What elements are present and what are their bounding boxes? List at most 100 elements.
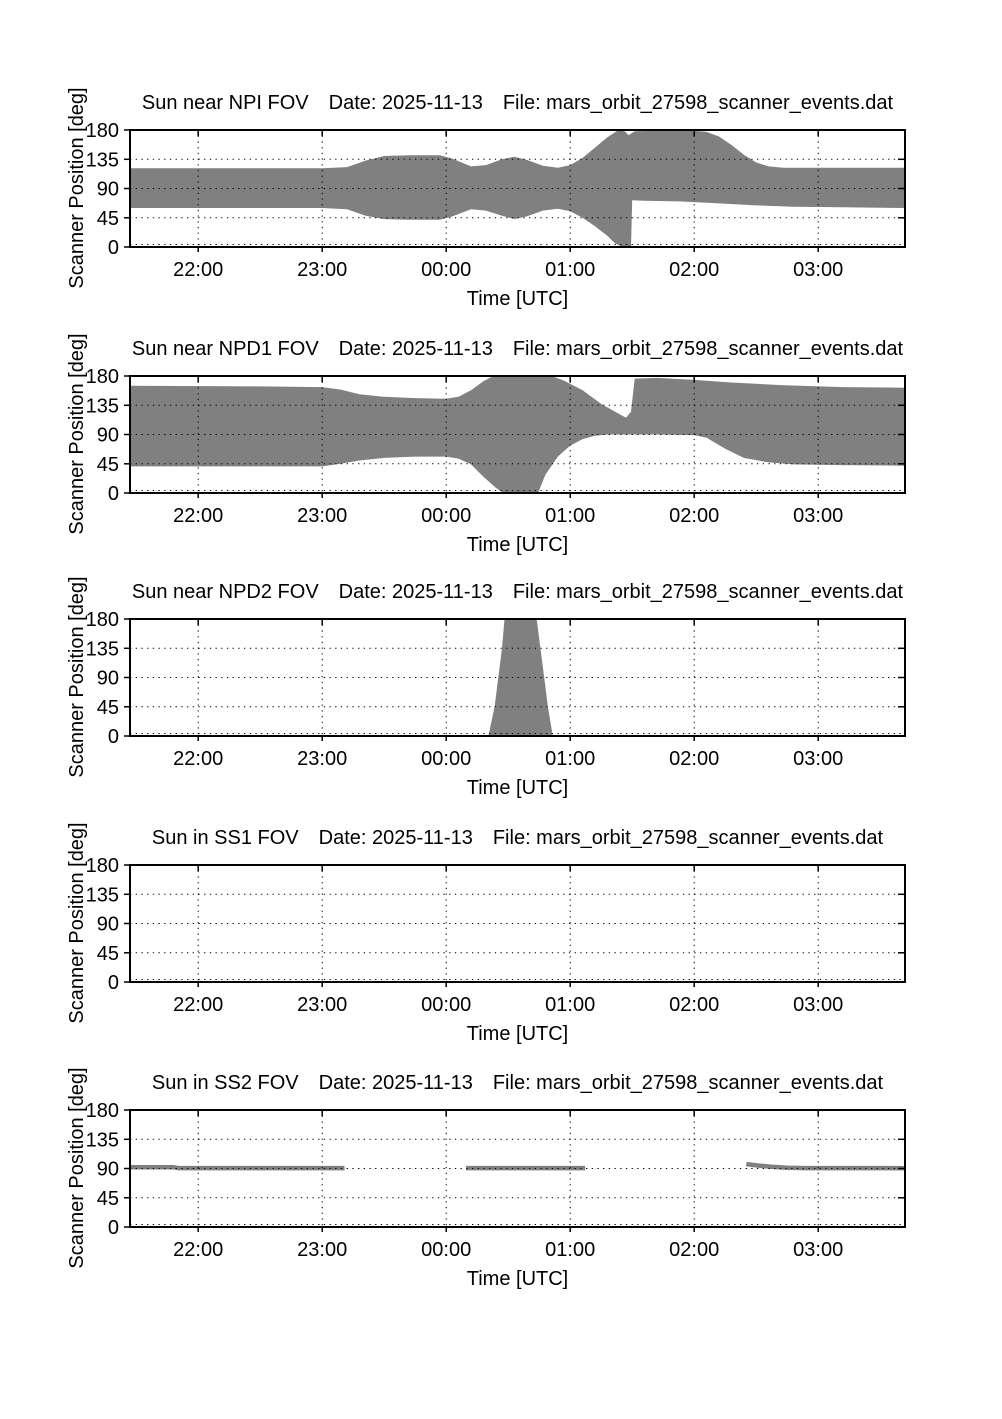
- y-tick-label: 0: [108, 483, 119, 505]
- x-tick-label: 03:00: [793, 1239, 843, 1261]
- y-tick-label: 180: [86, 120, 119, 142]
- plot-sun-in-ss1-fov: 0 45 90 135 180 22:00 23:00 00:00 01:00 02:00 03:0…: [66, 822, 906, 1045]
- y-tick-label: 135: [86, 884, 119, 906]
- y-axis-label: Scanner Position [deg]: [66, 87, 88, 288]
- gridlines: [130, 619, 905, 736]
- x-tick-label: 02:00: [669, 1239, 719, 1261]
- axis-ticks: [124, 864, 905, 987]
- x-tick-label: 23:00: [297, 994, 347, 1016]
- x-tick-label: 02:00: [669, 748, 719, 770]
- plot-sun-near-npd2-fov: 0 45 90 135 180 22:00 23:00 00:00 01:00 02:00 03:0…: [66, 576, 906, 799]
- plot-sun-near-npi-fov: 0 45 90 135 180 22:00 23:00 00:00 01:00 02:00 03:0…: [66, 87, 906, 310]
- y-tick-label: 135: [86, 149, 119, 171]
- y-tick-label: 0: [108, 1217, 119, 1239]
- plot-title-file: File: mars_orbit_27598_scanner_events.da…: [493, 827, 884, 849]
- plot-title-file: File: mars_orbit_27598_scanner_events.da…: [503, 92, 894, 114]
- plot-border: [129, 1109, 906, 1228]
- y-tick-label: 135: [86, 395, 119, 417]
- plot-title: Sun near NPD2 FOV Date: 2025-11-13 File: m…: [132, 581, 904, 603]
- plot-sun-in-ss2-fov: 0 45 90 135 180 22:00 23:00 00:00 01:00 02:00 03:0…: [66, 1067, 906, 1290]
- plot-title-date: Date: 2025-11-13: [339, 338, 493, 360]
- x-tick-label: 22:00: [173, 994, 223, 1016]
- x-tick-label: 02:00: [669, 505, 719, 527]
- x-tick-label: 22:00: [173, 505, 223, 527]
- gridlines: [130, 865, 905, 982]
- plot-title-fov: Sun near NPD2 FOV: [132, 581, 319, 603]
- x-tick-label: 02:00: [669, 994, 719, 1016]
- y-axis-label: Scanner Position [deg]: [66, 822, 88, 1023]
- x-tick-label: 03:00: [793, 259, 843, 281]
- x-axis-label: Time [UTC]: [467, 288, 568, 310]
- x-tick-label: 01:00: [545, 994, 595, 1016]
- scanner-position-trace: [746, 1161, 906, 1171]
- y-tick-label: 135: [86, 638, 119, 660]
- sun-fov-region: [130, 130, 905, 247]
- y-axis-label: Scanner Position [deg]: [66, 333, 88, 534]
- plot-title-file: File: mars_orbit_27598_scanner_events.da…: [513, 581, 904, 603]
- plot-title: Sun near NPD1 FOV Date: 2025-11-13 File: m…: [132, 338, 904, 360]
- x-tick-label: 01:00: [545, 259, 595, 281]
- plot-title-file: File: mars_orbit_27598_scanner_events.da…: [513, 338, 904, 360]
- plot-border: [129, 375, 906, 494]
- y-tick-label: 180: [86, 366, 119, 388]
- y-tick-label: 45: [97, 697, 119, 719]
- y-tick-label: 90: [97, 425, 119, 447]
- x-tick-label: 23:00: [297, 505, 347, 527]
- y-tick-label: 45: [97, 208, 119, 230]
- scanner-position-trace: [130, 1165, 345, 1171]
- x-tick-label: 00:00: [421, 505, 471, 527]
- plot-title: Sun near NPI FOV Date: 2025-11-13 File: ma…: [142, 92, 894, 114]
- x-tick-label: 22:00: [173, 259, 223, 281]
- x-axis-label: Time [UTC]: [467, 1023, 568, 1045]
- x-tick-label: 22:00: [173, 1239, 223, 1261]
- plot-sun-near-npd1-fov: 0 45 90 135 180 22:00 23:00 00:00 01:00 02:00 03:0…: [66, 333, 906, 556]
- y-tick-label: 45: [97, 454, 119, 476]
- y-tick-label: 90: [97, 1159, 119, 1181]
- sun-fov-region: [488, 619, 553, 736]
- x-axis-label: Time [UTC]: [467, 534, 568, 556]
- y-tick-label: 0: [108, 726, 119, 748]
- plot-title-date: Date: 2025-11-13: [339, 581, 493, 603]
- x-tick-label: 23:00: [297, 259, 347, 281]
- y-tick-label: 180: [86, 609, 119, 631]
- plot-title-fov: Sun in SS2 FOV: [152, 1072, 299, 1094]
- plot-title-date: Date: 2025-11-13: [319, 827, 473, 849]
- plot-title-fov: Sun near NPD1 FOV: [132, 338, 319, 360]
- x-tick-label: 02:00: [669, 259, 719, 281]
- x-axis-label: Time [UTC]: [467, 1268, 568, 1290]
- x-tick-label: 23:00: [297, 748, 347, 770]
- x-tick-label: 00:00: [421, 259, 471, 281]
- plot-title: Sun in SS2 FOV Date: 2025-11-13 File: mars…: [152, 1072, 884, 1094]
- x-tick-label: 23:00: [297, 1239, 347, 1261]
- y-tick-label: 45: [97, 943, 119, 965]
- y-tick-label: 45: [97, 1188, 119, 1210]
- x-tick-label: 01:00: [545, 505, 595, 527]
- x-tick-label: 03:00: [793, 748, 843, 770]
- y-tick-label: 180: [86, 855, 119, 877]
- y-tick-label: 90: [97, 179, 119, 201]
- x-tick-label: 01:00: [545, 748, 595, 770]
- plot-title-file: File: mars_orbit_27598_scanner_events.da…: [493, 1072, 884, 1094]
- plot-title-date: Date: 2025-11-13: [329, 92, 483, 114]
- y-tick-label: 0: [108, 237, 119, 259]
- y-tick-label: 90: [97, 668, 119, 690]
- x-tick-label: 03:00: [793, 994, 843, 1016]
- x-tick-label: 03:00: [793, 505, 843, 527]
- gridlines: [130, 376, 905, 493]
- x-axis-label: Time [UTC]: [467, 777, 568, 799]
- x-tick-label: 00:00: [421, 994, 471, 1016]
- gridlines: [130, 130, 905, 247]
- plot-title-fov: Sun in SS1 FOV: [152, 827, 299, 849]
- sun-fov-region: [130, 376, 905, 493]
- plot-title-date: Date: 2025-11-13: [319, 1072, 473, 1094]
- y-tick-label: 135: [86, 1129, 119, 1151]
- y-tick-label: 90: [97, 914, 119, 936]
- y-axis-label: Scanner Position [deg]: [66, 576, 88, 777]
- plot-border: [129, 618, 906, 737]
- y-tick-label: 0: [108, 972, 119, 994]
- x-tick-label: 01:00: [545, 1239, 595, 1261]
- plot-border: [129, 129, 906, 248]
- plot-title-fov: Sun near NPI FOV: [142, 92, 309, 114]
- plot-border: [129, 864, 906, 983]
